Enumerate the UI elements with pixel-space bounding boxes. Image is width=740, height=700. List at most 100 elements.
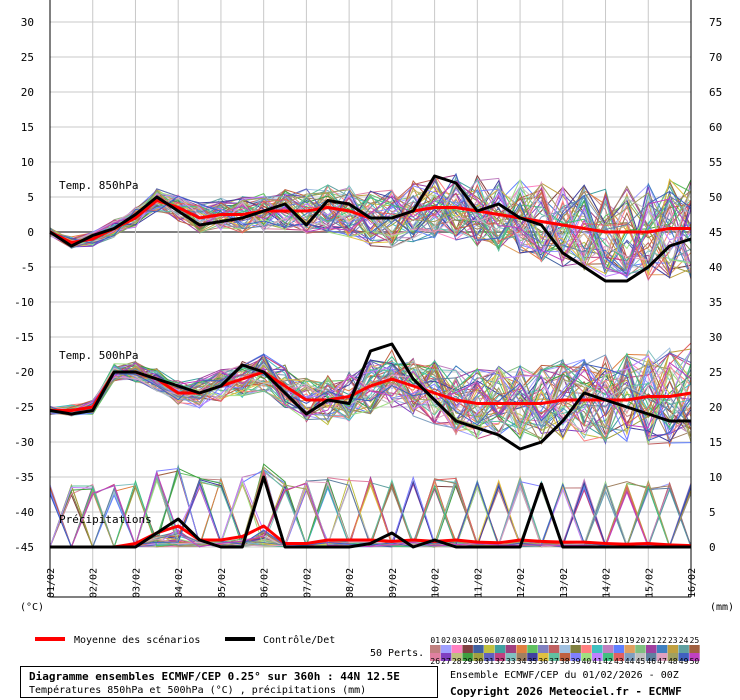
pert-number-row1: 23 (668, 636, 678, 645)
pert-number-row1: 15 (582, 636, 592, 645)
pert-number-row2: 28 (452, 657, 462, 665)
pert-swatch (505, 653, 517, 661)
title-box: Diagramme ensembles ECMWF/CEP 0.25° sur … (20, 666, 438, 698)
pert-number-row2: 45 (636, 657, 646, 665)
pert-swatch (494, 645, 506, 653)
pert-swatch (656, 653, 668, 661)
right-tick-label: 35 (709, 296, 722, 309)
pert-swatch (538, 653, 549, 661)
pert-swatch (473, 653, 484, 661)
pert-line-500 (49, 358, 692, 441)
pert-swatch (538, 645, 549, 653)
pert-line-850 (49, 190, 692, 264)
control-line (49, 342, 691, 451)
x-tick-label: 02/02 (89, 568, 100, 598)
pert-line-500 (49, 354, 692, 434)
right-tick-label: 65 (709, 86, 722, 99)
pert-swatch (451, 653, 463, 661)
left-tick-label: 25 (21, 51, 34, 64)
left-tick-label: 5 (27, 191, 34, 204)
left-tick-label: -45 (14, 541, 34, 554)
x-tick-label: 16/02 (687, 568, 698, 598)
pert-swatch (613, 653, 625, 661)
left-tick-label: -5 (21, 261, 34, 274)
right-tick-label: 15 (709, 436, 722, 449)
pert-number-row1: 01 (430, 636, 440, 645)
pert-swatch (646, 645, 657, 653)
control-line (50, 475, 691, 549)
pert-number-row2: 46 (646, 657, 656, 665)
pert-swatch (570, 653, 581, 661)
pert-number-row2: 32 (495, 657, 505, 665)
pert-swatch (689, 653, 700, 661)
left-tick-label: -40 (14, 506, 34, 519)
pert-number-row1: 17 (603, 636, 613, 645)
right-tick-label: 0 (709, 541, 716, 554)
pert-swatch (602, 653, 614, 661)
right-tick-label: 70 (709, 51, 722, 64)
pert-swatch (624, 645, 635, 653)
pert-number-row1: 25 (690, 636, 700, 645)
pert-number-row2: 36 (538, 657, 548, 665)
right-tick-label: 75 (709, 16, 722, 29)
pert-number-row2: 34 (517, 657, 527, 665)
pert-line-precip (50, 471, 692, 548)
legend-perts-label: 50 Perts. (370, 648, 424, 659)
pert-number-row2: 47 (657, 657, 667, 665)
pert-swatch (462, 653, 473, 661)
pert-number-row1: 19 (625, 636, 635, 645)
pert-swatch (451, 645, 463, 653)
left-tick-label: 10 (21, 156, 34, 169)
pert-swatch (559, 645, 571, 653)
pert-swatch (440, 653, 452, 661)
pert-line-850 (49, 186, 692, 278)
pert-swatch (484, 653, 495, 661)
pert-line-500 (49, 348, 692, 413)
pert-swatch (656, 645, 668, 653)
legend-mean-label: Moyenne des scénarios (74, 634, 200, 646)
pert-number-row1: 05 (474, 636, 484, 645)
pert-swatch (516, 653, 527, 661)
x-tick-label: 13/02 (559, 568, 570, 598)
pert-number-row1: 02 (441, 636, 451, 645)
x-tick-label: 15/02 (644, 568, 655, 598)
pert-swatch (527, 653, 538, 661)
pert-line-500 (49, 361, 692, 423)
x-tick-label: 12/02 (516, 568, 527, 598)
pert-swatch (484, 645, 495, 653)
left-tick-label: -20 (14, 366, 34, 379)
pert-number-row1: 22 (657, 636, 667, 645)
pert-number-row2: 49 (679, 657, 689, 665)
pert-number-row2: 31 (484, 657, 494, 665)
copyright: Copyright 2026 Meteociel.fr - ECMWF (450, 685, 682, 698)
pert-swatch (678, 653, 689, 661)
pert-number-row1: 14 (571, 636, 581, 645)
pert-swatch (624, 653, 635, 661)
pert-swatch (667, 645, 679, 653)
pert-swatch (516, 645, 527, 653)
x-tick-label: 10/02 (431, 568, 442, 598)
pert-swatch (473, 645, 484, 653)
pert-swatch (678, 645, 689, 653)
left-tick-label: -15 (14, 331, 34, 344)
pert-number-row2: 35 (528, 657, 538, 665)
right-tick-label: 55 (709, 156, 722, 169)
pert-number-row1: 20 (636, 636, 646, 645)
pert-number-row2: 48 (668, 657, 678, 665)
x-tick-label: 14/02 (602, 568, 613, 598)
right-tick-label: 45 (709, 226, 722, 239)
pert-line-850 (49, 172, 692, 276)
right-tick-label: 25 (709, 366, 722, 379)
panel-label-850: Temp. 850hPa (59, 179, 138, 192)
pert-line-500 (49, 354, 692, 442)
left-tick-label: 15 (21, 121, 34, 134)
pert-swatch (440, 645, 452, 653)
x-tick-label: 05/02 (217, 568, 228, 598)
x-tick-label: 07/02 (302, 568, 313, 598)
pert-number-row1: 03 (452, 636, 462, 645)
plot-area (50, 0, 691, 597)
left-tick-label: -30 (14, 436, 34, 449)
right-tick-label: 50 (709, 191, 722, 204)
right-tick-label: 10 (709, 471, 722, 484)
